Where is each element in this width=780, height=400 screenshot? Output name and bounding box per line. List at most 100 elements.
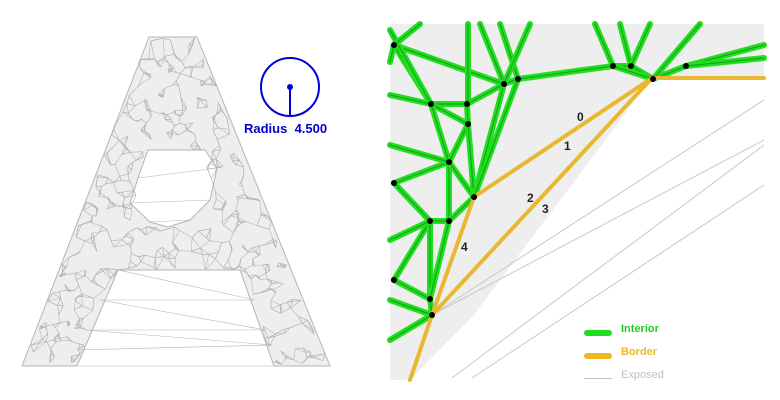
mesh-edge bbox=[106, 152, 112, 165]
mesh-edge bbox=[143, 72, 152, 76]
mesh-edge bbox=[160, 226, 175, 232]
mesh-edge bbox=[50, 348, 55, 357]
mesh-edge bbox=[121, 192, 126, 198]
mesh-edge bbox=[97, 174, 108, 179]
mesh-edge bbox=[81, 296, 83, 306]
mesh-edge bbox=[259, 200, 262, 213]
mesh-edge bbox=[311, 355, 324, 361]
mesh-node[interactable] bbox=[391, 180, 397, 186]
mesh-node[interactable] bbox=[446, 159, 452, 165]
mesh-edge bbox=[148, 110, 152, 118]
mesh-edge bbox=[230, 213, 240, 217]
mesh-node[interactable] bbox=[428, 101, 434, 107]
mesh-edge bbox=[138, 77, 151, 87]
mesh-edge bbox=[110, 163, 115, 166]
mesh-edge bbox=[159, 113, 168, 115]
mesh-edge bbox=[121, 148, 128, 155]
mesh-edge bbox=[227, 259, 232, 268]
mesh-edge bbox=[237, 220, 242, 224]
mesh-edge bbox=[290, 299, 293, 308]
mesh-edge bbox=[254, 264, 263, 267]
mesh-edge bbox=[150, 74, 152, 78]
exposed-edge bbox=[431, 99, 765, 316]
mesh-edge bbox=[146, 107, 150, 111]
mesh-edge bbox=[166, 112, 174, 115]
mesh-edge bbox=[93, 237, 97, 252]
mesh-node[interactable] bbox=[391, 42, 397, 48]
mesh-edge bbox=[270, 300, 281, 306]
mesh-node[interactable] bbox=[683, 63, 689, 69]
mesh-edge bbox=[95, 268, 101, 275]
mesh-edge bbox=[280, 350, 287, 359]
mesh-node[interactable] bbox=[471, 194, 477, 200]
mesh-edge bbox=[169, 64, 172, 72]
mesh-node[interactable] bbox=[429, 312, 435, 318]
mesh-edge bbox=[41, 333, 48, 340]
mesh-edge bbox=[254, 274, 260, 280]
mesh-edge bbox=[68, 251, 80, 258]
mesh-edge bbox=[55, 336, 60, 338]
mesh-edge bbox=[182, 107, 187, 111]
mesh-edge bbox=[248, 197, 260, 201]
mesh-edge bbox=[197, 99, 200, 108]
mesh-node[interactable] bbox=[501, 81, 507, 87]
mesh-node[interactable] bbox=[610, 63, 616, 69]
mesh-edge bbox=[205, 83, 217, 87]
mesh-edge bbox=[146, 117, 152, 124]
legend-item-interior: Interior bbox=[584, 321, 734, 344]
mesh-edge bbox=[284, 264, 287, 268]
mesh-node[interactable] bbox=[464, 101, 470, 107]
mesh-edge bbox=[232, 161, 236, 165]
mesh-edge bbox=[145, 99, 150, 109]
mesh-edge bbox=[221, 221, 224, 226]
mesh-node[interactable] bbox=[427, 296, 433, 302]
mesh-node[interactable] bbox=[446, 218, 452, 224]
mesh-node[interactable] bbox=[628, 63, 634, 69]
mesh-edge bbox=[281, 307, 291, 313]
mesh-edge bbox=[206, 100, 208, 108]
mesh-edge bbox=[172, 230, 180, 243]
mesh-edge bbox=[265, 264, 268, 270]
mesh-edge bbox=[140, 130, 152, 140]
mesh-edge bbox=[265, 273, 268, 280]
mesh-edge bbox=[61, 273, 64, 276]
mesh-edge bbox=[230, 155, 240, 161]
mesh-edge bbox=[106, 268, 117, 270]
mesh-edge bbox=[130, 246, 132, 254]
mesh-edge bbox=[164, 114, 168, 120]
mesh-edge bbox=[256, 225, 270, 230]
mesh-edge bbox=[128, 105, 136, 114]
mesh-node[interactable] bbox=[391, 277, 397, 283]
interior-edge bbox=[393, 220, 431, 281]
mesh-edge bbox=[202, 65, 204, 68]
mesh-edge bbox=[164, 56, 170, 65]
mesh-edge bbox=[270, 308, 281, 314]
mesh-node[interactable] bbox=[465, 121, 471, 127]
mesh-edge bbox=[121, 197, 126, 207]
mesh-edge bbox=[58, 314, 61, 323]
mesh-edge bbox=[127, 174, 131, 182]
mesh-edge bbox=[109, 202, 115, 205]
mesh-edge bbox=[171, 119, 173, 123]
mesh-edge bbox=[223, 259, 229, 269]
mesh-edge bbox=[239, 258, 242, 267]
mesh-node[interactable] bbox=[650, 76, 656, 82]
mesh-edge bbox=[46, 333, 48, 342]
mesh-edge bbox=[138, 66, 145, 74]
mesh-edge bbox=[204, 78, 212, 82]
mesh-edge bbox=[76, 344, 273, 351]
mesh-edge bbox=[128, 227, 138, 233]
mesh-edge bbox=[311, 353, 325, 357]
mesh-node[interactable] bbox=[515, 76, 521, 82]
mesh-edge bbox=[197, 97, 207, 101]
mesh-edge bbox=[64, 266, 67, 269]
mesh-edge bbox=[181, 61, 186, 69]
mesh-edge bbox=[184, 122, 194, 125]
exposed-edge bbox=[431, 139, 765, 316]
mesh-edge bbox=[192, 66, 204, 69]
mesh-node[interactable] bbox=[427, 218, 433, 224]
interior-edge bbox=[448, 123, 469, 163]
mesh-edge bbox=[220, 203, 225, 210]
mesh-edge bbox=[71, 356, 75, 362]
interior-edge-swatch bbox=[584, 330, 612, 336]
